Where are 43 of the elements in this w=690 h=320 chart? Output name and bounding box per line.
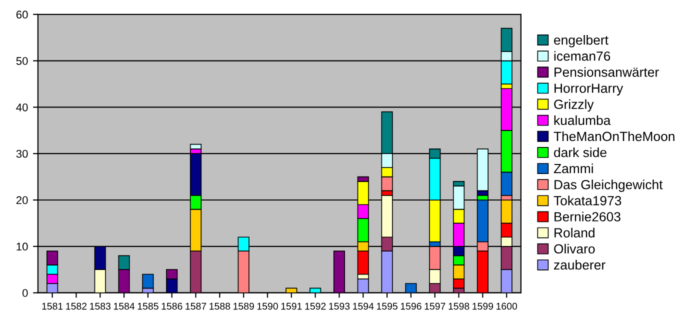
x-tick-label: 1598 — [448, 302, 470, 310]
y-tick-label: 60 — [16, 10, 28, 19]
legend-label: dark side — [554, 147, 606, 158]
x-tick-label: 1593 — [329, 302, 350, 310]
x-tick-label: 1585 — [138, 302, 158, 310]
x-tick-label: 1594 — [353, 302, 374, 310]
legend-label: Olivaro — [554, 244, 595, 254]
y-tick-label: 50 — [16, 57, 28, 65]
legend-label: kualumba — [554, 115, 611, 126]
legend-label: Tokata1973 — [554, 196, 622, 206]
x-tick-label: 1586 — [162, 302, 182, 310]
legend-label: Grizzly — [554, 99, 594, 112]
y-tick-label: 40 — [16, 103, 28, 112]
y-tick-label: 20 — [16, 196, 28, 204]
legend-label: zauberer — [554, 260, 606, 270]
x-tick-label: 1599 — [472, 302, 494, 310]
x-tick-label: 1581 — [42, 302, 63, 310]
y-tick-label: 0 — [22, 289, 28, 297]
x-tick-label: 1591 — [281, 302, 302, 310]
y-tick-label: 10 — [16, 242, 28, 251]
x-tick-label: 1592 — [305, 302, 326, 310]
x-tick-label: 1597 — [424, 302, 446, 310]
x-tick-label: 1596 — [400, 302, 422, 310]
legend-label: iceman76 — [554, 51, 610, 61]
x-tick-label: 1590 — [257, 302, 278, 310]
x-tick-label: 1587 — [186, 302, 206, 310]
x-tick-label: 1595 — [376, 302, 398, 310]
bar — [142, 274, 154, 289]
legend-label: Roland — [554, 228, 594, 238]
x-tick-label: 1600 — [496, 302, 518, 310]
x-tick-label: 1584 — [114, 302, 135, 310]
x-tick-label: 1583 — [90, 302, 111, 310]
x-tick-label: 1589 — [234, 302, 254, 310]
legend-label: TheManOnTheMoon — [554, 131, 674, 142]
legend-label: Pensionsanwärter — [554, 67, 659, 77]
y-tick-label: 30 — [16, 150, 28, 158]
legend-label: Zammi — [554, 164, 593, 174]
legend-label: HorrorHarry — [554, 84, 624, 96]
legend-label: Das Gleichgewicht — [554, 180, 663, 192]
x-tick-label: 1582 — [66, 302, 87, 310]
legend-label: engelbert — [554, 35, 608, 48]
x-tick-label: 1588 — [210, 302, 230, 310]
legend-label: Bernie2603 — [554, 212, 620, 222]
